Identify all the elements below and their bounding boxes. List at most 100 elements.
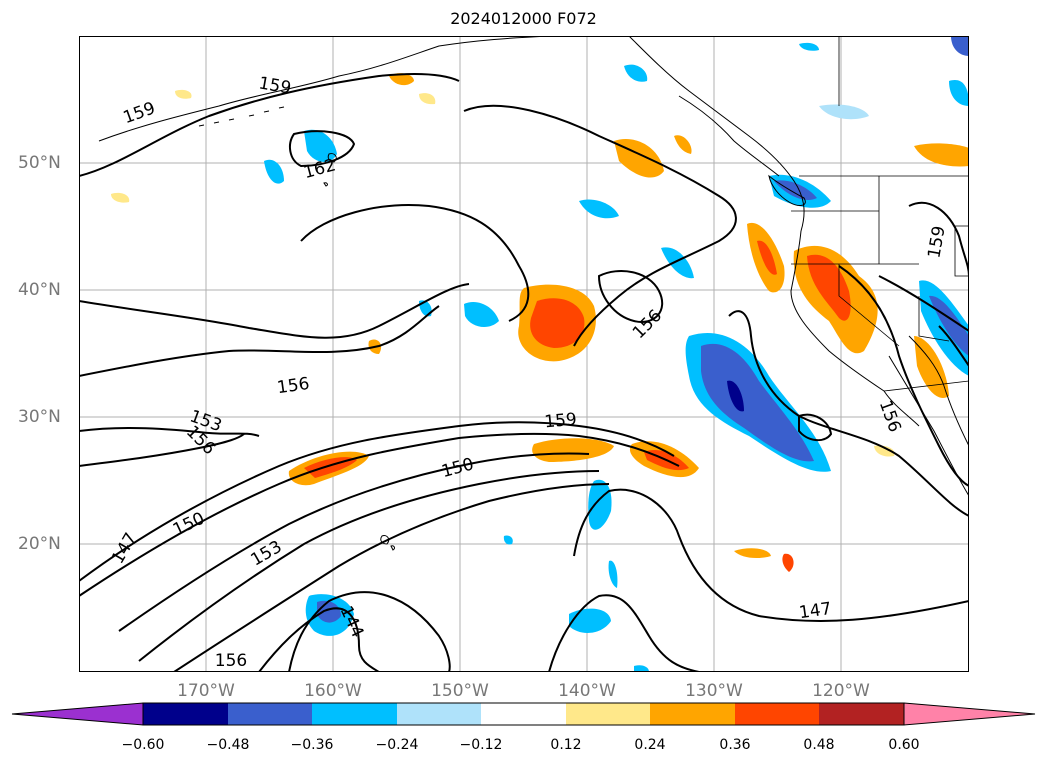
contour-159-north [79,72,460,177]
warm-anomaly-subtropical-2 [532,438,614,462]
colorbar-bin-5 [481,703,566,725]
colorbar-bin-7 [650,703,735,725]
contour-label-14: 147 [798,599,833,623]
warm-anomaly-small-2 [674,135,692,154]
cold-anomaly-3 [464,301,499,328]
island-small-1 [327,153,337,163]
cold-anomaly-2 [264,159,284,184]
weak-warm-3 [111,192,130,203]
cold-anomaly-9 [951,36,969,56]
alaska-coast [98,36,550,142]
cold-anomaly-8 [949,80,969,106]
hawaii-island-2 [390,545,395,551]
lat-label-40n: 40°N [18,280,61,300]
lon-label-160w: 160°W [304,681,362,701]
contour-ridge-mid-2 [79,305,440,377]
lat-label-20n: 20°N [18,534,61,554]
contour-label-6: 156 [276,374,311,398]
colorbar-bin-4 [397,703,481,725]
warm-anomaly-baja [914,336,949,398]
contour-south-2 [548,594,700,672]
warm-anomaly-small-4 [782,553,794,572]
warm-anomaly-bc-2 [914,143,969,167]
colorbar-tick-9: 0.48 [803,737,835,753]
state-border-nv-ca [838,264,900,347]
cold-anomaly-coast [919,280,969,376]
island-small-2 [323,182,328,187]
colorbar-tick-3: −0.36 [290,737,334,753]
cold-anomaly-sw-2 [569,608,611,633]
us-mexico-border [883,380,969,392]
contour-jet-2 [79,432,680,597]
warm-anomaly-small-3 [734,548,771,559]
warm-anomaly-small-1 [389,73,414,86]
cold-anomaly-12 [419,300,432,317]
contour-147-south [573,488,969,622]
colorbar-tick-4: −0.24 [375,737,419,753]
cold-anomaly-10 [799,42,819,51]
contour-jet-4 [138,470,600,662]
contour-162 [288,130,356,168]
coastlines [98,36,969,551]
colorbar-tick-2: −0.48 [206,737,250,753]
lon-label-150w: 150°W [431,681,489,701]
cold-anomaly-14 [634,665,649,672]
contour-ridge-mid-1 [79,283,470,339]
contour-label-16: 156 [215,651,247,671]
contour-loop-coast [798,413,833,442]
contour-jet-1 [79,421,675,582]
colorbar-tick-10: 0.60 [888,737,920,753]
colorbar-tick-7: 0.24 [634,737,666,753]
cold-anomaly-6 [624,64,648,82]
colorbar-over-extension [903,702,1036,726]
colorbar-tick-8: 0.36 [719,737,751,753]
weak-warm-4 [874,445,895,457]
contour-157-east [878,275,969,332]
contour-159-east [908,201,969,277]
weak-warm-2 [419,93,436,105]
lat-label-50n: 50°N [18,153,61,173]
contour-label-11: 159 [544,410,578,433]
contour-south-loop [288,591,451,672]
cold-anomaly-4 [579,199,619,219]
colorbar-bin-3 [312,703,397,725]
contour-jet-5 [173,483,610,672]
aleutian-1 [198,118,235,127]
contour-offshore-trough [728,310,969,517]
bc-inner-coast [678,95,780,177]
colorbar-bin-9 [819,703,904,725]
contour-ridge-north [300,204,530,322]
political-borders [791,36,969,392]
height-contours [79,72,969,672]
contour-144 [258,607,380,672]
cold-anomaly-13 [503,535,513,545]
colorbar-bin-8 [735,703,819,725]
contour-gulf-alaska [463,104,737,347]
colorbar-tick-1: −0.60 [121,737,165,753]
cold-anomaly-11 [608,560,618,588]
vancouver-island [768,174,806,206]
cold-anomaly-offshore-mid [701,343,814,462]
contour-153-east [938,325,969,367]
contour-156-offshore [597,270,664,323]
colorbar-bin-2 [228,703,312,725]
lon-label-170w: 170°W [177,681,235,701]
aleutian-2 [248,106,285,117]
lon-label-120w: 120°W [812,681,870,701]
us-west-coast [790,230,920,427]
map-title: 2024012000 F072 [450,9,597,28]
colorbar-tick-6: 0.12 [550,737,582,753]
colorbar-bin-6 [566,703,650,725]
cold-anomaly-sw-1 [588,479,612,530]
border-misc [954,225,969,277]
cold-anomaly-ne-1-core [774,180,817,201]
cold-anomaly-5 [661,247,694,279]
cold-anomaly-offshore-core [727,380,744,412]
contour-156-east [838,265,969,487]
contour-jet-3 [118,452,590,632]
colorbar [11,702,1036,726]
colorbar-bin-1 [143,703,228,725]
warm-anomaly-coast-1-core [757,240,777,275]
warm-anomaly-central-core [530,298,585,348]
weak-warm-1 [175,89,192,99]
